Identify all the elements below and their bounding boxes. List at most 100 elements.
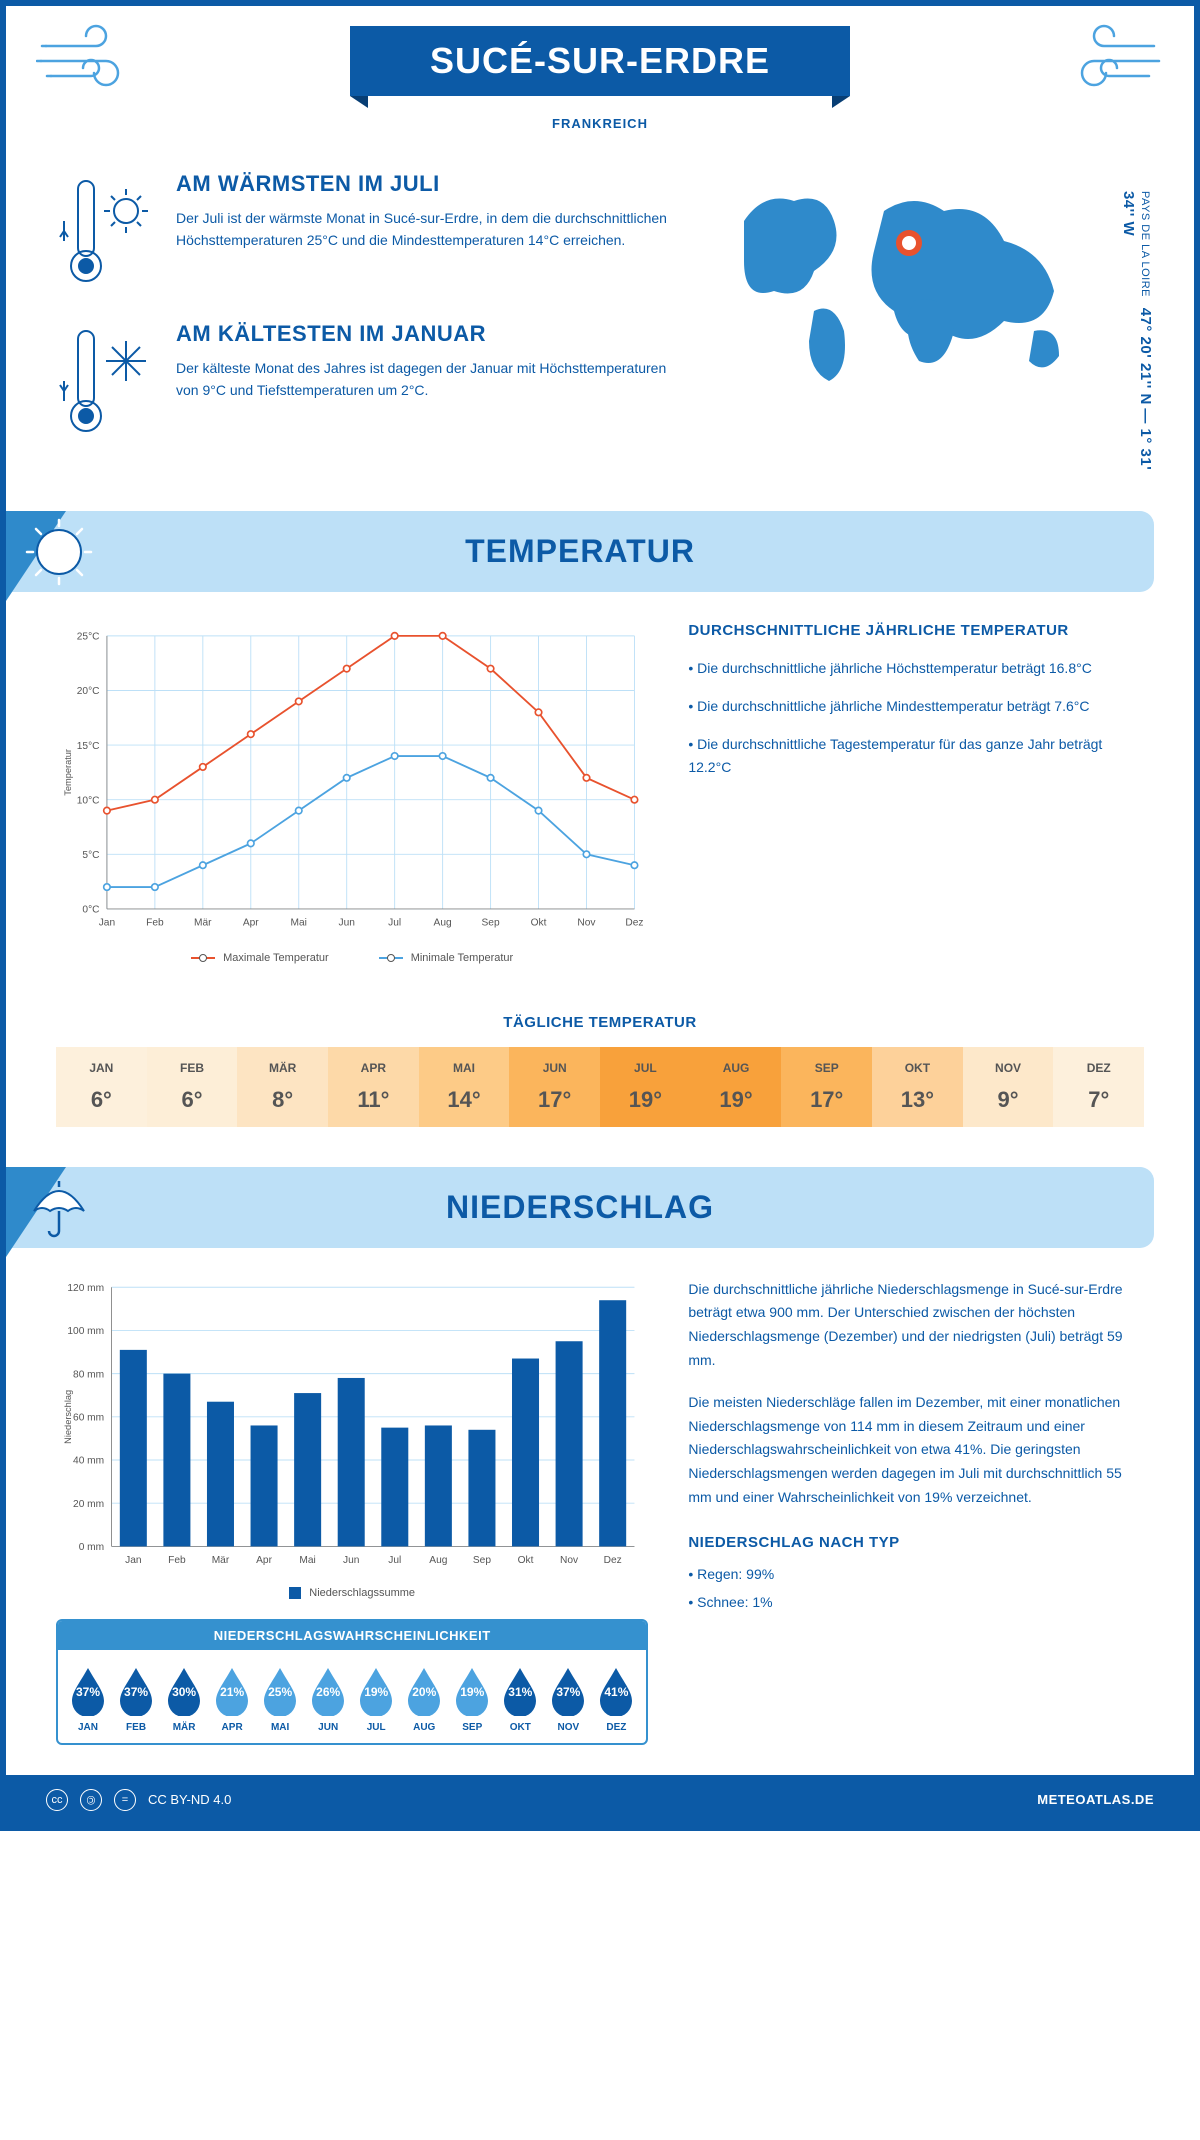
svg-text:0 mm: 0 mm: [79, 1542, 104, 1553]
svg-text:120 mm: 120 mm: [67, 1283, 104, 1294]
svg-text:15°C: 15°C: [77, 741, 100, 752]
probability-cell: 19%SEP: [448, 1664, 496, 1733]
daily-temp-cell: MÄR8°: [237, 1047, 328, 1127]
svg-text:Jun: Jun: [343, 1555, 359, 1566]
svg-text:Okt: Okt: [518, 1555, 534, 1566]
coordinates: PAYS DE LA LOIRE 47° 20' 21'' N — 1° 31'…: [1120, 191, 1154, 471]
probability-cell: 19%JUL: [352, 1664, 400, 1733]
umbrella-icon: [24, 1173, 94, 1243]
precipitation-left: 0 mm20 mm40 mm60 mm80 mm100 mm120 mmNied…: [56, 1278, 648, 1745]
probability-box: NIEDERSCHLAGSWAHRSCHEINLICHKEIT 37%JAN37…: [56, 1619, 648, 1745]
map-block: PAYS DE LA LOIRE 47° 20' 21'' N — 1° 31'…: [714, 171, 1144, 471]
bytype-item: • Schnee: 1%: [688, 1591, 1144, 1615]
svg-text:0°C: 0°C: [82, 905, 99, 916]
temperature-body: 0°C5°C10°C15°C20°C25°CJanFebMärAprMaiJun…: [6, 622, 1194, 984]
daily-temp-cell: AUG19°: [691, 1047, 782, 1127]
svg-text:Mär: Mär: [194, 918, 212, 929]
coldest-block: AM KÄLTESTEN IM JANUAR Der kälteste Mona…: [56, 321, 674, 441]
nd-icon: =: [114, 1789, 136, 1811]
site-label: METEOATLAS.DE: [1037, 1792, 1154, 1807]
svg-text:Jul: Jul: [388, 1555, 401, 1566]
daily-temp-cell: MAI14°: [419, 1047, 510, 1127]
svg-text:40 mm: 40 mm: [73, 1455, 104, 1466]
title-banner: SUCÉ-SUR-ERDRE: [350, 26, 850, 96]
probability-cell: 31%OKT: [496, 1664, 544, 1733]
svg-text:80 mm: 80 mm: [73, 1369, 104, 1380]
temp-info-title: DURCHSCHNITTLICHE JÄHRLICHE TEMPERATUR: [688, 622, 1144, 639]
svg-text:Mai: Mai: [291, 918, 307, 929]
by-icon: 🄯: [80, 1789, 102, 1811]
probability-cell: 41%DEZ: [592, 1664, 640, 1733]
svg-text:Dez: Dez: [604, 1555, 622, 1566]
precipitation-title: NIEDERSCHLAG: [6, 1189, 1154, 1226]
svg-text:Jul: Jul: [388, 918, 401, 929]
bytype-item: • Regen: 99%: [688, 1563, 1144, 1587]
wind-icon-right: [1054, 21, 1164, 101]
precip-bytype-title: NIEDERSCHLAG NACH TYP: [688, 1530, 1144, 1556]
precipitation-bar-chart: 0 mm20 mm40 mm60 mm80 mm100 mm120 mmNied…: [56, 1278, 648, 1574]
region-label: PAYS DE LA LOIRE: [1139, 191, 1151, 297]
legend-max: Maximale Temperatur: [223, 952, 329, 964]
probability-cell: 37%NOV: [544, 1664, 592, 1733]
probability-cell: 30%MÄR: [160, 1664, 208, 1733]
temp-bullet: • Die durchschnittliche jährliche Höchst…: [688, 657, 1144, 681]
legend-min: Minimale Temperatur: [411, 952, 514, 964]
probability-cell: 37%JAN: [64, 1664, 112, 1733]
svg-text:Okt: Okt: [531, 918, 547, 929]
footer-left: cc 🄯 = CC BY-ND 4.0: [46, 1789, 231, 1811]
daily-temp-cell: SEP17°: [781, 1047, 872, 1127]
country-subtitle: FRANKREICH: [6, 116, 1194, 131]
precipitation-header: NIEDERSCHLAG: [6, 1167, 1154, 1248]
svg-text:Mär: Mär: [212, 1555, 230, 1566]
svg-text:10°C: 10°C: [77, 795, 100, 806]
svg-text:Sep: Sep: [482, 918, 500, 929]
daily-temp-cell: APR11°: [328, 1047, 419, 1127]
probability-row: 37%JAN37%FEB30%MÄR21%APR25%MAI26%JUN19%J…: [58, 1650, 646, 1743]
svg-text:Temperatur: Temperatur: [63, 749, 73, 796]
probability-title: NIEDERSCHLAGSWAHRSCHEINLICHKEIT: [58, 1621, 646, 1650]
svg-text:Nov: Nov: [560, 1555, 579, 1566]
daily-temp-cell: OKT13°: [872, 1047, 963, 1127]
lat-label: 47° 20' 21'' N: [1137, 308, 1154, 405]
svg-text:Feb: Feb: [168, 1555, 186, 1566]
license-label: CC BY-ND 4.0: [148, 1792, 231, 1807]
coldest-text: AM KÄLTESTEN IM JANUAR Der kälteste Mona…: [176, 321, 674, 441]
precipitation-right: Die durchschnittliche jährliche Niedersc…: [688, 1278, 1144, 1745]
probability-cell: 25%MAI: [256, 1664, 304, 1733]
precip-text-2: Die meisten Niederschläge fallen im Deze…: [688, 1391, 1144, 1510]
svg-text:Dez: Dez: [625, 918, 643, 929]
probability-cell: 37%FEB: [112, 1664, 160, 1733]
daily-temp-cell: JUN17°: [509, 1047, 600, 1127]
footer: cc 🄯 = CC BY-ND 4.0 METEOATLAS.DE: [6, 1775, 1194, 1825]
svg-text:Nov: Nov: [577, 918, 596, 929]
daily-temp-cell: FEB6°: [147, 1047, 238, 1127]
temperature-legend: Maximale Temperatur Minimale Temperatur: [56, 952, 648, 964]
svg-text:60 mm: 60 mm: [73, 1412, 104, 1423]
probability-cell: 20%AUG: [400, 1664, 448, 1733]
coldest-desc: Der kälteste Monat des Jahres ist dagege…: [176, 357, 674, 402]
page-title: SUCÉ-SUR-ERDRE: [430, 40, 770, 82]
coldest-title: AM KÄLTESTEN IM JANUAR: [176, 321, 674, 347]
probability-cell: 21%APR: [208, 1664, 256, 1733]
svg-text:Sep: Sep: [473, 1555, 491, 1566]
warmest-desc: Der Juli ist der wärmste Monat in Sucé-s…: [176, 207, 674, 252]
warmest-block: AM WÄRMSTEN IM JULI Der Juli ist der wär…: [56, 171, 674, 291]
thermometer-sun-icon: [56, 171, 156, 291]
wind-icon-left: [36, 21, 146, 101]
daily-temp-row: JAN6°FEB6°MÄR8°APR11°MAI14°JUN17°JUL19°A…: [56, 1047, 1144, 1127]
svg-text:Mai: Mai: [299, 1555, 315, 1566]
temperature-chart-area: 0°C5°C10°C15°C20°C25°CJanFebMärAprMaiJun…: [56, 622, 648, 964]
precipitation-legend: Niederschlagssumme: [56, 1587, 648, 1599]
cc-icon: cc: [46, 1789, 68, 1811]
svg-text:Aug: Aug: [434, 918, 452, 929]
intro-left: AM WÄRMSTEN IM JULI Der Juli ist der wär…: [56, 171, 674, 471]
sun-icon: [24, 517, 94, 587]
warmest-title: AM WÄRMSTEN IM JULI: [176, 171, 674, 197]
page-container: SUCÉ-SUR-ERDRE FRANKREICH AM WÄRMSTEN IM…: [0, 0, 1200, 1831]
svg-text:Jan: Jan: [125, 1555, 141, 1566]
warmest-text: AM WÄRMSTEN IM JULI Der Juli ist der wär…: [176, 171, 674, 291]
svg-text:Apr: Apr: [243, 918, 259, 929]
svg-text:Feb: Feb: [146, 918, 164, 929]
daily-temp-title: TÄGLICHE TEMPERATUR: [6, 1014, 1194, 1031]
probability-cell: 26%JUN: [304, 1664, 352, 1733]
